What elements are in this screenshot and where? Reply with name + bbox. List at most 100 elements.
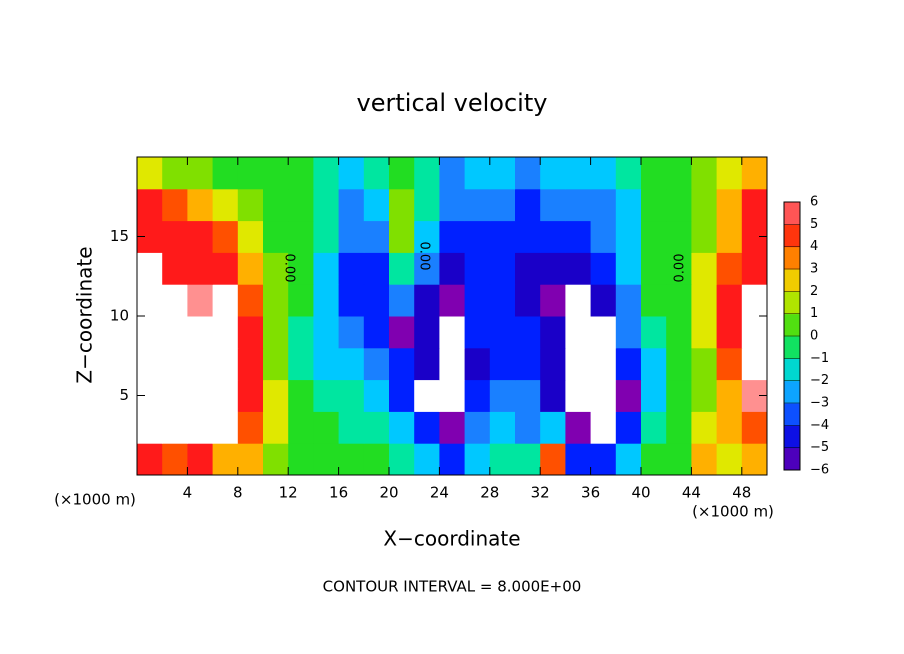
heat-cell [691,411,718,444]
heat-cell [212,347,239,381]
heat-cell [313,443,340,476]
heat-cell [615,379,642,412]
heat-cell [237,220,264,253]
heat-cell [439,443,466,476]
heat-cell [464,316,491,349]
heat-cell [263,157,289,190]
heat-cell [741,284,768,317]
colorbar-segment [784,380,800,404]
heat-cell [464,252,491,285]
heat-cell [414,411,440,444]
heat-cell [162,284,188,317]
heat-cell [590,157,617,190]
heat-cell [590,220,617,253]
colorbar-label: 0 [810,329,818,344]
heat-cell [439,379,466,412]
heat-cell [691,443,718,476]
heat-cell [540,316,566,349]
heat-cell [464,188,491,222]
heat-cell [288,157,314,190]
heat-cell [137,316,163,349]
heat-cell [313,188,340,222]
colorbar-label: 1 [810,306,818,321]
heat-cell [565,284,592,317]
heat-cell [540,284,566,317]
heat-cell [212,316,239,349]
heat-cell [439,316,466,349]
colorbar-label: −3 [810,396,829,411]
heat-cell [464,347,491,381]
heat-cell [288,316,314,349]
heat-cell [515,252,541,285]
colorbar-segment [784,246,800,270]
heat-cell [590,252,617,285]
chart-title: vertical velocity [357,89,548,117]
heat-cell [338,220,365,253]
heat-cell [741,188,768,222]
heat-cell [590,188,617,222]
heat-cell [515,411,541,444]
colorbar-segment [784,425,800,449]
heat-cell [691,284,718,317]
heat-cell [187,284,214,317]
heat-cell [363,188,390,222]
heat-cell [540,188,566,222]
heat-cell [716,157,743,190]
heat-cell [489,443,516,476]
colorbar-label: −6 [810,463,829,478]
heat-cell [212,379,239,412]
x-tick-label: 48 [732,484,751,502]
heat-cell [515,284,541,317]
x-axis-label: X−coordinate [383,527,520,551]
heat-cell [237,188,264,222]
heat-cell [489,411,516,444]
heat-cell [615,347,642,381]
heat-cell [666,252,692,285]
heat-cell [187,379,214,412]
heat-cell [338,411,365,444]
heat-cell [212,411,239,444]
heat-cell [515,188,541,222]
heat-cell [691,347,718,381]
heat-cell [162,347,188,381]
heat-cell [615,220,642,253]
heat-cell [338,157,365,190]
heat-cell [565,411,592,444]
footnote: CONTOUR INTERVAL = 8.000E+00 [323,578,582,596]
heat-cell [212,188,239,222]
colorbar-label: 3 [810,262,818,277]
heat-cell [187,157,214,190]
heat-cell [137,347,163,381]
heat-cell [615,157,642,190]
heat-cell [615,284,642,317]
heat-cell [288,188,314,222]
heat-cell [439,347,466,381]
heat-cell [439,157,466,190]
heat-cell [389,157,415,190]
heat-cell [313,379,340,412]
heat-cell [313,220,340,253]
heat-cell [338,379,365,412]
heat-cell [263,443,289,476]
x-unit: (×1000 m) [692,503,774,521]
x-tick-label: 24 [430,484,449,502]
heat-cell [137,252,163,285]
heat-cell [641,347,667,381]
heat-cell [187,347,214,381]
heat-cell [691,252,718,285]
heat-cell [288,443,314,476]
heat-cell [666,157,692,190]
heat-cell [212,443,239,476]
y-axis-label: Z−coordinate [73,246,97,383]
heat-cell [237,157,264,190]
heat-cell [515,379,541,412]
y-tick-label: 15 [110,227,129,245]
heat-cell [691,316,718,349]
heat-cell [162,188,188,222]
heat-cell [641,188,667,222]
heat-cell [389,188,415,222]
x-tick-label: 16 [329,484,348,502]
heat-cell [540,379,566,412]
heat-cell [187,252,214,285]
